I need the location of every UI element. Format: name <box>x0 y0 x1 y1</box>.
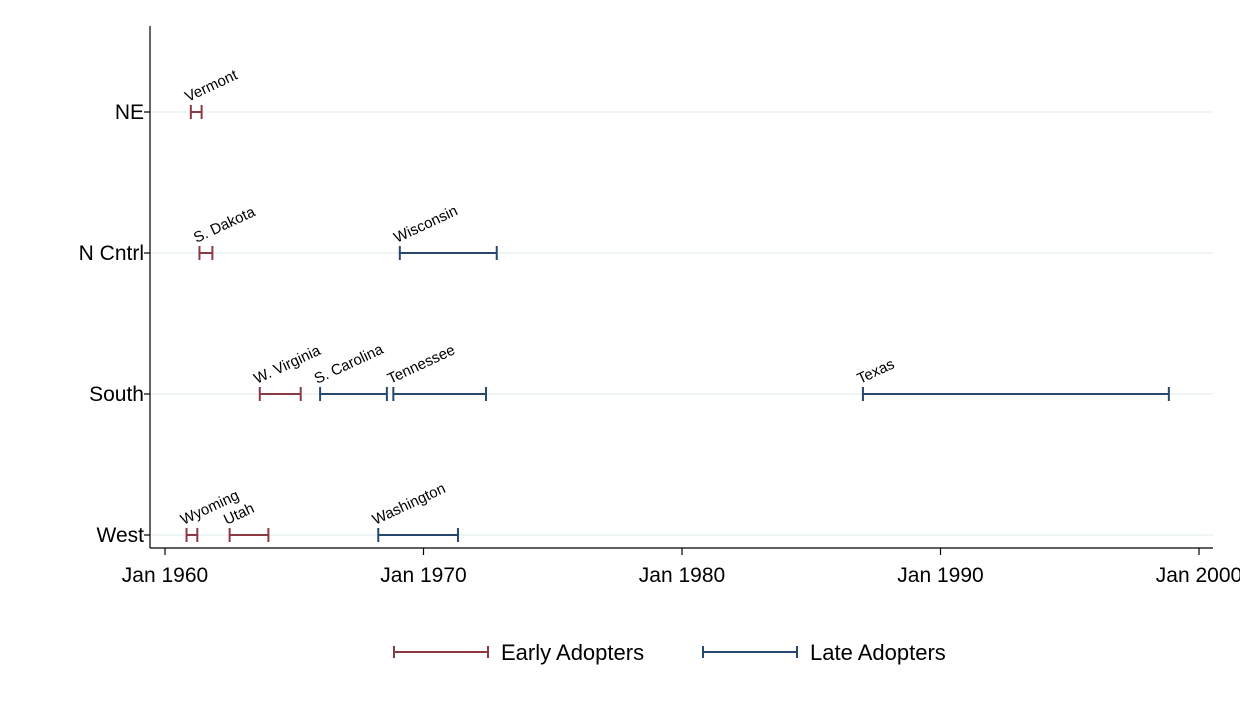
legend-item-early-adopters: Early Adopters <box>393 640 644 665</box>
range-wyoming <box>185 528 199 542</box>
legend-label-late-adopters: Late Adopters <box>810 640 946 665</box>
axes <box>149 26 1213 549</box>
range-label-vermont: Vermont <box>182 66 241 105</box>
y-tick-label-west: West <box>97 524 145 547</box>
x-tick-label-1970: Jan 1970 <box>380 564 466 587</box>
range-label-texas: Texas <box>854 356 897 388</box>
range-label-w-virginia: W. Virginia <box>251 342 324 388</box>
gridlines <box>151 111 1213 536</box>
range-s-carolina <box>319 387 388 401</box>
legend-item-late-adopters: Late Adopters <box>702 640 946 665</box>
range-washington <box>377 528 459 542</box>
range-utah <box>228 528 270 542</box>
y-tick-label-ne: NE <box>115 101 144 124</box>
range-s-dakota <box>198 246 214 260</box>
range-label-washington: Washington <box>370 480 448 529</box>
legend: Early Adopters Late Adopters <box>393 640 946 665</box>
x-tick-label-2000: Jan 2000 <box>1156 564 1240 587</box>
range-texas <box>861 387 1170 401</box>
range-label-wisconsin: Wisconsin <box>391 202 460 246</box>
y-tick-label-n-cntrl: N Cntrl <box>79 242 144 265</box>
range-label-s-dakota: S. Dakota <box>191 203 258 247</box>
range-label-s-carolina: S. Carolina <box>312 341 387 388</box>
range-wisconsin <box>398 246 498 260</box>
x-tick-label-1960: Jan 1960 <box>122 564 208 587</box>
range-w-virginia <box>258 387 302 401</box>
axis-ticks: NE N Cntrl South West Jan 1960 Jan 1970 Jan 19… <box>79 101 1240 587</box>
range-bars <box>185 105 1170 542</box>
range-vermont <box>189 105 203 119</box>
range-label-tennessee: Tennessee <box>385 342 458 388</box>
x-tick-label-1980: Jan 1980 <box>639 564 725 587</box>
y-tick-label-south: South <box>89 383 144 406</box>
range-tennessee <box>392 387 487 401</box>
x-tick-label-1990: Jan 1990 <box>897 564 983 587</box>
legend-label-early-adopters: Early Adopters <box>501 640 644 665</box>
